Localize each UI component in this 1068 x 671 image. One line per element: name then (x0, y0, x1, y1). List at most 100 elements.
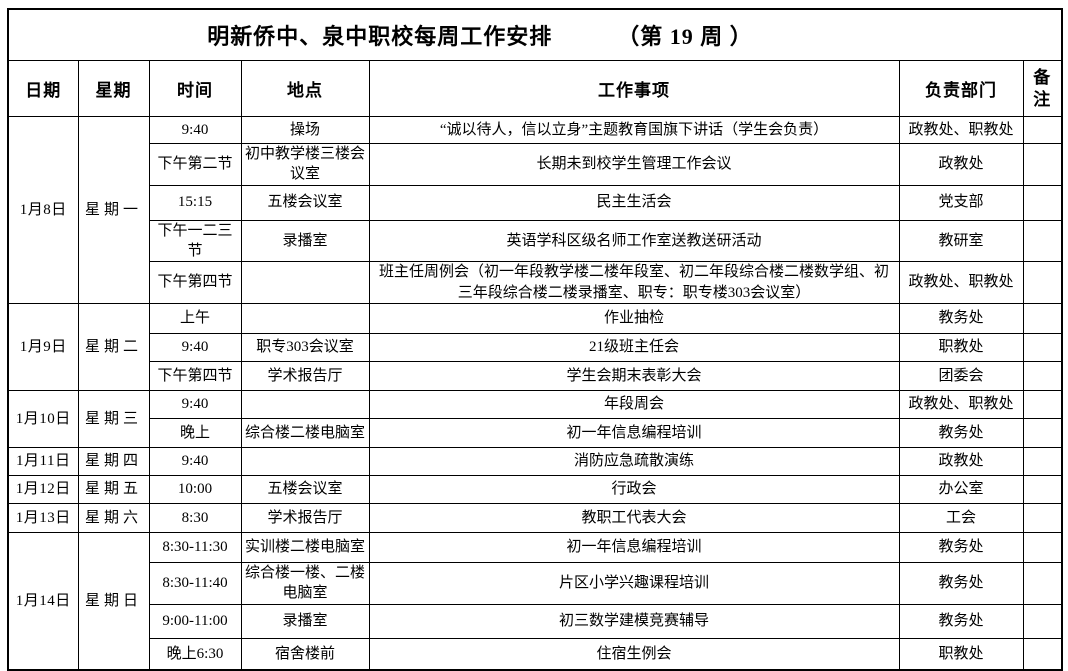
week-cell: 星期六 (77, 503, 150, 533)
table-row: 1月12日 星期五 10:00 五楼会议室 行政会 办公室 (7, 475, 1063, 504)
department-cell: 政教处 (898, 447, 1024, 476)
time-cell: 下午一二三节 (148, 219, 242, 262)
department-cell: 办公室 (898, 475, 1024, 504)
week-cell: 星期日 (77, 532, 150, 671)
location-cell: 初中教学楼三楼会议室 (240, 143, 370, 186)
table-row: 1月8日 星期一 9:40 操场 “诚以待人，信以立身”主题教育国旗下讲话（学生会负责）… (7, 116, 1063, 304)
department-cell: 工会 (898, 503, 1024, 533)
table-row: 15:15 五楼会议室 民主生活会 党支部 (8, 184, 1063, 221)
department-cell: 教务处 (898, 562, 1024, 605)
title-week-number: （第 19 周 ） (617, 24, 753, 49)
time-cell: 下午第四节 (148, 361, 242, 391)
task-cell: 21级班主任会 (368, 333, 900, 362)
table-row: 晚上6:30 宿舍楼前 住宿生例会 职教处 (8, 637, 1063, 671)
header-location: 地点 (240, 60, 370, 117)
department-cell: 政教处 (898, 143, 1024, 186)
remark-cell (1022, 261, 1063, 304)
remark-cell (1022, 361, 1063, 391)
table-row: 下午第二节 初中教学楼三楼会议室 长期未到校学生管理工作会议 政教处 (8, 143, 1063, 186)
department-cell: 教研室 (898, 219, 1024, 262)
location-cell: 学术报告厅 (240, 361, 370, 391)
remark-cell (1022, 333, 1063, 362)
location-cell (240, 261, 370, 304)
time-cell: 8:30-11:30 (148, 532, 242, 563)
task-cell: 初一年信息编程培训 (368, 418, 900, 448)
task-cell: 消防应急疏散演练 (368, 447, 900, 476)
table-row: 1月14日 星期日 8:30-11:30 实训楼二楼电脑室 初一年信息编程培训 教务处 (7, 532, 1063, 671)
task-cell: 住宿生例会 (368, 637, 900, 671)
table-row: 1月9日 星期二 上午 作业抽检 教务处 (7, 303, 1063, 391)
table-row: 1月10日 星期三 9:40 年段周会 政教处、职教处 (7, 390, 1063, 448)
department-cell: 教务处 (898, 603, 1024, 639)
task-cell: 片区小学兴趣课程培训 (368, 562, 900, 605)
remark-cell (1022, 116, 1063, 144)
task-cell: 民主生活会 (368, 184, 900, 221)
time-cell: 9:40 (148, 116, 242, 144)
department-cell: 职教处 (898, 637, 1024, 671)
table-row: 晚上 综合楼二楼电脑室 初一年信息编程培训 教务处 (8, 418, 1063, 448)
date-cell: 1月13日 (7, 503, 79, 533)
date-cell: 1月11日 (7, 447, 79, 476)
location-cell (240, 390, 370, 419)
department-cell: 教务处 (898, 532, 1024, 563)
remark-cell (1022, 447, 1063, 476)
time-cell: 8:30-11:40 (148, 562, 242, 605)
table-row: 下午第四节 学术报告厅 学生会期末表彰大会 团委会 (8, 361, 1063, 391)
table-row: 9:00-11:00 录播室 初三数学建模竞赛辅导 教务处 (8, 603, 1063, 639)
location-cell: 五楼会议室 (240, 475, 370, 504)
week-cell: 星期四 (77, 447, 150, 476)
week-cell: 星期五 (77, 475, 150, 504)
location-cell (240, 447, 370, 476)
header-week: 星期 (77, 60, 150, 117)
header-task: 工作事项 (368, 60, 900, 117)
remark-cell (1022, 303, 1063, 334)
table-row: 下午第四节 班主任周例会（初一年段教学楼二楼年段室、初二年段综合楼二楼数学组、初三… (8, 261, 1063, 304)
location-cell: 宿舍楼前 (240, 637, 370, 671)
location-cell: 操场 (240, 116, 370, 144)
task-cell: 长期未到校学生管理工作会议 (368, 143, 900, 186)
date-cell: 1月8日 (7, 116, 79, 304)
table-row: 下午一二三节 录播室 英语学科区级名师工作室送教送研活动 教研室 (8, 219, 1063, 262)
title-main: 明新侨中、泉中职校每周工作安排 (207, 24, 553, 49)
time-cell: 上午 (148, 303, 242, 334)
time-cell: 晚上6:30 (148, 637, 242, 671)
location-cell: 综合楼二楼电脑室 (240, 418, 370, 448)
header-department: 负责部门 (898, 60, 1024, 117)
date-cell: 1月10日 (7, 390, 79, 448)
location-cell: 职专303会议室 (240, 333, 370, 362)
table-row: 1月11日 星期四 9:40 消防应急疏散演练 政教处 (7, 447, 1063, 476)
task-cell: 班主任周例会（初一年段教学楼二楼年段室、初二年段综合楼二楼数学组、初三年段综合楼… (368, 261, 900, 304)
time-cell: 8:30 (148, 503, 242, 533)
task-cell: 英语学科区级名师工作室送教送研活动 (368, 219, 900, 262)
location-cell: 综合楼一楼、二楼电脑室 (240, 562, 370, 605)
time-cell: 15:15 (148, 184, 242, 221)
week-cell: 星期一 (77, 116, 150, 304)
task-cell: 作业抽检 (368, 303, 900, 334)
page-title: 明新侨中、泉中职校每周工作安排 （第 19 周 ） (7, 8, 1063, 61)
location-cell: 录播室 (240, 603, 370, 639)
remark-cell (1022, 562, 1063, 605)
task-cell: 初一年信息编程培训 (368, 532, 900, 563)
department-cell: 政教处、职教处 (898, 261, 1024, 304)
table-row: 9:40 职专303会议室 21级班主任会 职教处 (8, 333, 1063, 362)
task-cell: 学生会期末表彰大会 (368, 361, 900, 391)
task-cell: 行政会 (368, 475, 900, 504)
location-cell: 实训楼二楼电脑室 (240, 532, 370, 563)
date-cell: 1月12日 (7, 475, 79, 504)
remark-cell (1022, 503, 1063, 533)
remark-cell (1022, 390, 1063, 419)
table-row: 1月13日 星期六 8:30 学术报告厅 教职工代表大会 工会 (7, 503, 1063, 533)
time-cell: 晚上 (148, 418, 242, 448)
remark-cell (1022, 475, 1063, 504)
title-row: 明新侨中、泉中职校每周工作安排 （第 19 周 ） (7, 8, 1063, 61)
task-cell: 教职工代表大会 (368, 503, 900, 533)
header-date: 日期 (7, 60, 79, 117)
task-cell: 年段周会 (368, 390, 900, 419)
schedule-body: 1月8日 星期一 9:40 操场 “诚以待人，信以立身”主题教育国旗下讲话（学生会负责）… (7, 116, 1063, 671)
schedule-sheet: 明新侨中、泉中职校每周工作安排 （第 19 周 ） 日期 星期 时间 地点 工作… (7, 8, 1064, 671)
remark-cell (1022, 637, 1063, 671)
remark-cell (1022, 532, 1063, 563)
task-cell: “诚以待人，信以立身”主题教育国旗下讲话（学生会负责） (368, 116, 900, 144)
remark-cell (1022, 143, 1063, 186)
time-cell: 9:40 (148, 390, 242, 419)
